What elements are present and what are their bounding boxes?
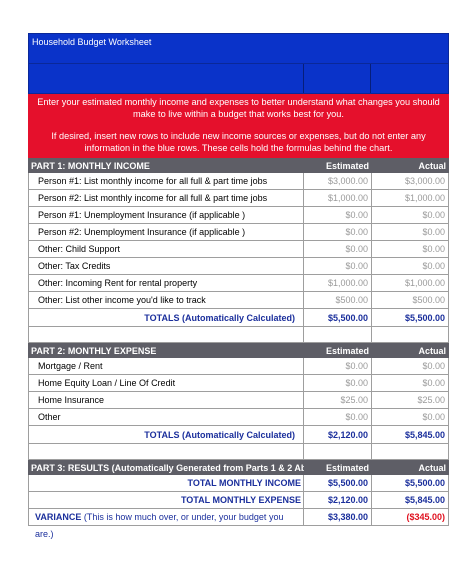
row-actual[interactable]: $1,000.00 <box>372 189 449 207</box>
total-expense-row: TOTAL MONTHLY EXPENSE $2,120.00 $5,845.0… <box>28 491 449 509</box>
table-row: Mortgage / Rent $0.00 $0.00 <box>28 357 449 375</box>
spacer-row <box>28 444 449 460</box>
table-row: Other: List other income you'd like to t… <box>28 291 449 309</box>
row-label: Other <box>28 408 304 426</box>
formula-row <box>28 63 449 94</box>
table-row: Person #1: Unemployment Insurance (if ap… <box>28 206 449 224</box>
part1-total-row: TOTALS (Automatically Calculated) $5,500… <box>28 308 449 327</box>
col-actual: Actual <box>418 345 446 356</box>
total-estimated[interactable]: $2,120.00 <box>304 425 372 444</box>
row-estimated[interactable]: $0.00 <box>304 240 372 258</box>
row-actual[interactable]: $3,000.00 <box>372 172 449 190</box>
part1-rows: Person #1: List monthly income for all f… <box>28 172 449 309</box>
budget-worksheet: Household Budget Worksheet Enter your es… <box>28 33 449 539</box>
total-income-estimated[interactable]: $5,500.00 <box>304 474 372 492</box>
row-estimated[interactable]: $0.00 <box>304 206 372 224</box>
row-actual[interactable]: $25.00 <box>372 391 449 409</box>
row-estimated[interactable]: $1,000.00 <box>304 274 372 292</box>
row-estimated[interactable]: $0.00 <box>304 223 372 241</box>
instructions-insert: If desired, insert new rows to include n… <box>28 128 449 158</box>
row-actual[interactable]: $500.00 <box>372 291 449 309</box>
total-actual[interactable]: $5,500.00 <box>372 308 449 327</box>
table-row: Person #1: List monthly income for all f… <box>28 172 449 190</box>
row-actual[interactable]: $0.00 <box>372 240 449 258</box>
row-actual[interactable]: $0.00 <box>372 357 449 375</box>
table-row: Other: Incoming Rent for rental property… <box>28 274 449 292</box>
row-label: Other: Child Support <box>28 240 304 258</box>
table-row: Other $0.00 $0.00 <box>28 408 449 426</box>
row-actual[interactable]: $0.00 <box>372 408 449 426</box>
part2-header: PART 2: MONTHLY EXPENSE Estimated Actual <box>28 343 449 358</box>
part1-header: PART 1: MONTHLY INCOME Estimated Actual <box>28 158 449 173</box>
total-income-row: TOTAL MONTHLY INCOME $5,500.00 $5,500.00 <box>28 474 449 492</box>
variance-row: VARIANCE (This is how much over, or unde… <box>28 508 449 539</box>
row-label: Person #1: Unemployment Insurance (if ap… <box>28 206 304 224</box>
table-row: Home Equity Loan / Line Of Credit $0.00 $0… <box>28 374 449 392</box>
row-label: Other: List other income you'd like to t… <box>28 291 304 309</box>
worksheet-title: Household Budget Worksheet <box>32 37 152 47</box>
title-row: Household Budget Worksheet <box>28 33 449 63</box>
table-row: Other: Tax Credits $0.00 $0.00 <box>28 257 449 275</box>
part2-heading: PART 2: MONTHLY EXPENSE <box>31 345 157 356</box>
col-estimated: Estimated <box>325 160 369 171</box>
spacer-row <box>28 327 449 343</box>
row-estimated[interactable]: $25.00 <box>304 391 372 409</box>
total-label: TOTALS (Automatically Calculated) <box>28 425 304 444</box>
row-actual[interactable]: $0.00 <box>372 223 449 241</box>
part3-heading: PART 3: RESULTS (Automatically Generated… <box>31 462 304 473</box>
row-label: Other: Tax Credits <box>28 257 304 275</box>
table-row: Other: Child Support $0.00 $0.00 <box>28 240 449 258</box>
col-estimated: Estimated <box>325 345 369 356</box>
row-estimated[interactable]: $0.00 <box>304 257 372 275</box>
instructions-enter: Enter your estimated monthly income and … <box>28 94 449 128</box>
total-expense-estimated[interactable]: $2,120.00 <box>304 491 372 509</box>
table-row: Person #2: List monthly income for all f… <box>28 189 449 207</box>
part2-rows: Mortgage / Rent $0.00 $0.00 Home Equity Loa… <box>28 357 449 426</box>
col-estimated: Estimated <box>325 462 369 473</box>
variance-actual[interactable]: ($345.00) <box>372 508 449 526</box>
row-label: Person #1: List monthly income for all f… <box>28 172 304 190</box>
col-actual: Actual <box>418 462 446 473</box>
part2-total-row: TOTALS (Automatically Calculated) $2,120… <box>28 425 449 444</box>
total-expense-actual[interactable]: $5,845.00 <box>372 491 449 509</box>
row-label: Other: Incoming Rent for rental property <box>28 274 304 292</box>
row-actual[interactable]: $1,000.00 <box>372 274 449 292</box>
row-label: Home Insurance <box>28 391 304 409</box>
table-row: Home Insurance $25.00 $25.00 <box>28 391 449 409</box>
part3-header: PART 3: RESULTS (Automatically Generated… <box>28 460 449 475</box>
row-estimated[interactable]: $1,000.00 <box>304 189 372 207</box>
row-label: Person #2: List monthly income for all f… <box>28 189 304 207</box>
total-label: TOTALS (Automatically Calculated) <box>28 308 304 327</box>
row-estimated[interactable]: $0.00 <box>304 374 372 392</box>
total-estimated[interactable]: $5,500.00 <box>304 308 372 327</box>
total-expense-label: TOTAL MONTHLY EXPENSE <box>28 491 304 509</box>
variance-note: (This is how much over, or under, your b… <box>35 511 284 539</box>
row-label: Person #2: Unemployment Insurance (if ap… <box>28 223 304 241</box>
col-actual: Actual <box>418 160 446 171</box>
row-actual[interactable]: $0.00 <box>372 257 449 275</box>
row-estimated[interactable]: $3,000.00 <box>304 172 372 190</box>
total-income-actual[interactable]: $5,500.00 <box>372 474 449 492</box>
variance-cell: VARIANCE (This is how much over, or unde… <box>28 508 304 539</box>
row-estimated[interactable]: $0.00 <box>304 408 372 426</box>
variance-label: VARIANCE <box>35 511 82 522</box>
row-actual[interactable]: $0.00 <box>372 206 449 224</box>
row-estimated[interactable]: $500.00 <box>304 291 372 309</box>
total-income-label: TOTAL MONTHLY INCOME <box>28 474 304 492</box>
row-label: Mortgage / Rent <box>28 357 304 375</box>
row-actual[interactable]: $0.00 <box>372 374 449 392</box>
table-row: Person #2: Unemployment Insurance (if ap… <box>28 223 449 241</box>
variance-estimated[interactable]: $3,380.00 <box>304 508 372 526</box>
part1-heading: PART 1: MONTHLY INCOME <box>31 160 150 171</box>
row-estimated[interactable]: $0.00 <box>304 357 372 375</box>
row-label: Home Equity Loan / Line Of Credit <box>28 374 304 392</box>
total-actual[interactable]: $5,845.00 <box>372 425 449 444</box>
